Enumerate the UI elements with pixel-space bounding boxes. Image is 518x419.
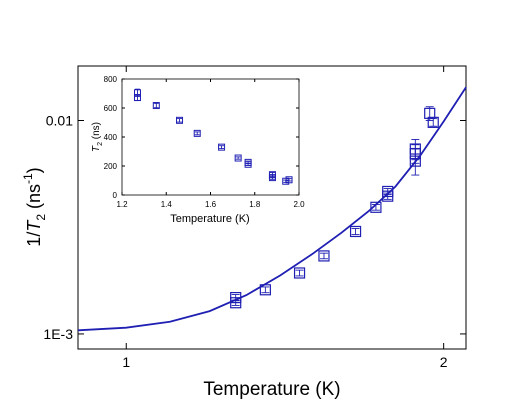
square-marker bbox=[176, 116, 184, 124]
data-point bbox=[193, 129, 201, 137]
data-point bbox=[259, 284, 271, 296]
main-y-tick-label-1: 0.01 bbox=[46, 112, 73, 128]
inset-axis-ticks: 1.2 1.4 1.6 1.8 2.0 0 200 400 600 800 bbox=[104, 75, 305, 209]
square-marker bbox=[193, 129, 201, 137]
inset-y-axis-label-subscript: 2 bbox=[97, 142, 104, 146]
square-marker bbox=[152, 102, 160, 110]
inset-x-axis-label: Temperature (K) bbox=[170, 213, 249, 225]
inset-y-axis-label-unit: (ns) bbox=[91, 122, 102, 142]
data-point bbox=[424, 106, 436, 121]
square-marker bbox=[285, 176, 293, 184]
data-point bbox=[152, 102, 160, 110]
data-point bbox=[318, 250, 330, 262]
inset-y-tick-label-2: 400 bbox=[104, 133, 118, 142]
data-point bbox=[218, 143, 226, 151]
square-marker bbox=[382, 185, 394, 198]
inset-data-points bbox=[133, 88, 293, 185]
square-marker bbox=[318, 250, 330, 262]
main-x-tick-label-1: 2 bbox=[440, 354, 448, 370]
main-y-tick-label-0: 1E-3 bbox=[43, 326, 73, 342]
data-point bbox=[234, 154, 242, 162]
inset-y-axis-label-variable: T bbox=[91, 145, 102, 152]
data-point bbox=[427, 116, 439, 128]
square-marker bbox=[218, 143, 226, 151]
main-x-tick-label-0: 1 bbox=[122, 354, 130, 370]
inset-x-tick-label-2: 1.6 bbox=[205, 200, 217, 209]
square-marker bbox=[370, 201, 382, 213]
square-marker bbox=[268, 174, 276, 182]
square-marker bbox=[244, 160, 252, 168]
square-marker bbox=[409, 147, 421, 160]
inset-y-tick-label-3: 600 bbox=[104, 104, 118, 113]
main-y-axis-label-superscript: -1 bbox=[21, 173, 35, 184]
main-y-axis-label: 1/T2 (ns-1) bbox=[21, 167, 48, 246]
main-axis-ticks: 1 2 1E-3 0.01 bbox=[43, 66, 466, 370]
data-point bbox=[230, 297, 242, 309]
square-marker bbox=[259, 284, 271, 296]
inset-x-tick-label-3: 1.8 bbox=[249, 200, 261, 209]
square-marker bbox=[427, 116, 439, 128]
square-marker bbox=[230, 297, 242, 309]
main-plot: 1 21E-30.01 Temperature (K) 1/T2 (ns-1) bbox=[21, 65, 467, 400]
main-plot-frame bbox=[77, 65, 467, 350]
inset-y-tick-label-1: 200 bbox=[104, 162, 118, 171]
data-point bbox=[370, 201, 382, 213]
data-point bbox=[268, 174, 276, 182]
data-point bbox=[285, 176, 293, 184]
inset-x-tick-label-4: 2.0 bbox=[293, 200, 305, 209]
main-data-points bbox=[230, 106, 439, 309]
inset-y-tick-label-4: 800 bbox=[104, 75, 118, 84]
data-point bbox=[133, 94, 141, 102]
inset-x-tick-label-0: 1.2 bbox=[116, 200, 128, 209]
data-point bbox=[349, 225, 362, 238]
main-y-axis-label-subscript: 2 bbox=[34, 214, 48, 221]
data-point bbox=[293, 267, 306, 279]
main-x-axis-label: Temperature (K) bbox=[203, 379, 340, 400]
inset-plot: 1.2 1.4 1.6 1.8 2.0 0 200 400 600 800 Temperature… bbox=[90, 72, 305, 235]
inset-y-axis-label: T2 (ns) bbox=[91, 122, 104, 152]
main-y-axis-label-variable: T bbox=[24, 219, 44, 232]
data-point bbox=[382, 185, 394, 198]
square-marker bbox=[133, 94, 141, 102]
data-point bbox=[409, 144, 421, 164]
square-marker bbox=[234, 154, 242, 162]
data-point bbox=[244, 160, 252, 168]
main-y-axis-label-close: ) bbox=[24, 167, 44, 173]
inset-y-tick-label-0: 0 bbox=[113, 191, 118, 200]
inset-x-tick-label-1: 1.4 bbox=[161, 200, 173, 209]
data-point bbox=[176, 116, 184, 124]
square-marker bbox=[349, 225, 362, 238]
inset-background bbox=[90, 72, 305, 235]
main-y-axis-label-prefix: 1/ bbox=[24, 232, 44, 247]
square-marker bbox=[293, 267, 306, 279]
main-y-axis-label-unit: (ns bbox=[24, 184, 44, 214]
